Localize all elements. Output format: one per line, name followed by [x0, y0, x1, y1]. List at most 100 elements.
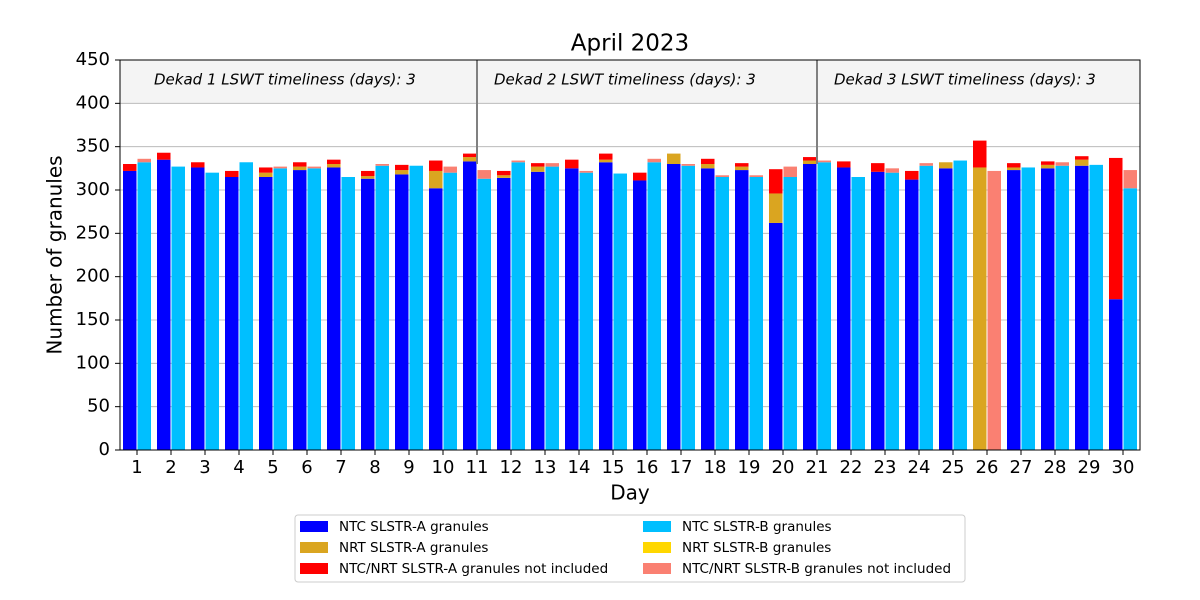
- legend-swatch: [643, 563, 671, 574]
- x-tick-label: 17: [670, 457, 693, 478]
- y-tick-label: 300: [76, 179, 110, 200]
- bar-segment: [599, 159, 613, 163]
- bar-segment: [599, 153, 613, 160]
- bar-segment: [715, 175, 729, 177]
- bar-segment: [225, 177, 239, 450]
- bar-segment: [647, 158, 661, 163]
- bar-segment: [817, 160, 831, 163]
- bar-segment: [701, 158, 715, 164]
- bar-segment: [327, 167, 341, 450]
- bar-segment: [633, 172, 647, 181]
- bar-segment: [137, 158, 151, 163]
- bar-segment: [1075, 156, 1089, 160]
- bar-segment: [395, 170, 409, 175]
- bar-segment: [851, 177, 865, 450]
- x-tick-label: 27: [1010, 457, 1033, 478]
- bar-segment: [157, 159, 171, 450]
- x-tick-label: 29: [1078, 457, 1101, 478]
- x-tick-label: 2: [165, 457, 176, 478]
- bar-segment: [817, 162, 831, 450]
- bar-segment: [1109, 299, 1123, 450]
- x-tick-label: 8: [369, 457, 380, 478]
- bar-segment: [361, 170, 375, 177]
- x-tick-label: 7: [335, 457, 346, 478]
- x-tick-label: 10: [432, 457, 455, 478]
- x-tick-label: 16: [636, 457, 659, 478]
- shaded-region: [120, 60, 1140, 104]
- bar-segment: [565, 168, 579, 451]
- x-tick-label: 21: [806, 457, 829, 478]
- bar-segment: [511, 162, 525, 450]
- bar-segment: [837, 161, 851, 168]
- bar-segment: [837, 167, 851, 450]
- bar-segment: [769, 169, 783, 194]
- bar-segment: [769, 193, 783, 223]
- x-tick-label: 3: [199, 457, 210, 478]
- bar-segment: [735, 170, 749, 451]
- bar-segment: [293, 162, 307, 167]
- bar-segment: [973, 167, 987, 450]
- bar-segment: [545, 163, 559, 167]
- x-tick-label: 11: [466, 457, 489, 478]
- bar-segment: [701, 168, 715, 451]
- bar-segment: [395, 174, 409, 450]
- bar-segment: [783, 177, 797, 450]
- y-tick-label: 350: [76, 136, 110, 157]
- y-tick-label: 200: [76, 266, 110, 287]
- annotation: Dekad 3 LSWT timeliness (days): 3: [834, 71, 1096, 89]
- bar-segment: [375, 165, 389, 450]
- legend-label: NTC SLSTR-B granules: [682, 519, 832, 535]
- bar-segment: [443, 172, 457, 450]
- bar-segment: [803, 157, 817, 161]
- legend-swatch: [300, 521, 328, 532]
- bar-segment: [1123, 170, 1137, 189]
- bar-segment: [497, 175, 511, 178]
- legend-label: NTC/NRT SLSTR-A granules not included: [339, 561, 608, 577]
- bar-segment: [191, 167, 205, 450]
- bar-segment: [647, 162, 661, 450]
- x-tick-label: 5: [267, 457, 278, 478]
- x-tick-label: 26: [976, 457, 999, 478]
- x-tick-label: 9: [403, 457, 414, 478]
- bar-segment: [939, 168, 953, 451]
- bar-segment: [463, 161, 477, 450]
- legend-label: NRT SLSTR-A granules: [339, 540, 488, 556]
- bar-segment: [803, 160, 817, 164]
- y-tick-label: 450: [76, 49, 110, 70]
- y-tick-label: 50: [87, 396, 110, 417]
- x-tick-label: 1: [131, 457, 142, 478]
- bar-segment: [259, 172, 273, 177]
- bar-segment: [1075, 159, 1089, 166]
- bar-segment: [905, 170, 919, 180]
- bar-segment: [749, 175, 763, 177]
- bar-segment: [429, 188, 443, 450]
- bar-segment: [239, 162, 253, 450]
- x-tick-label: 18: [704, 457, 727, 478]
- bar-segment: [531, 163, 545, 167]
- bar-segment: [939, 162, 953, 169]
- y-tick-label: 0: [99, 439, 110, 460]
- x-tick-label: 15: [602, 457, 625, 478]
- bar-segment: [273, 166, 287, 169]
- bar-segment: [953, 160, 967, 451]
- y-tick-label: 400: [76, 92, 110, 113]
- bar-segment: [137, 162, 151, 450]
- bar-segment: [681, 164, 695, 166]
- bar-segment: [225, 170, 239, 177]
- y-axis-label: Number of granules: [43, 155, 67, 354]
- bar-segment: [885, 168, 899, 173]
- legend-label: NTC SLSTR-A granules: [339, 519, 489, 535]
- y-tick-label: 100: [76, 352, 110, 373]
- bar-segment: [375, 164, 389, 166]
- x-tick-label: 19: [738, 457, 761, 478]
- bar-segment: [1089, 164, 1103, 450]
- x-tick-label: 14: [568, 457, 591, 478]
- bar-segment: [477, 178, 491, 450]
- x-tick-label: 23: [874, 457, 897, 478]
- bar-segment: [1007, 170, 1021, 451]
- bar-segment: [871, 163, 885, 172]
- bar-segment: [1123, 188, 1137, 450]
- x-tick-label: 4: [233, 457, 244, 478]
- x-tick-label: 24: [908, 457, 931, 478]
- bar-segment: [919, 163, 933, 166]
